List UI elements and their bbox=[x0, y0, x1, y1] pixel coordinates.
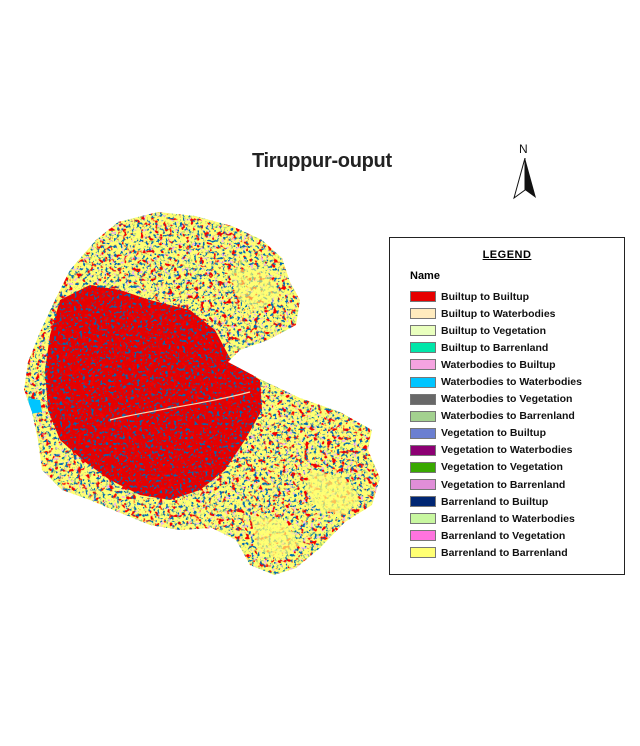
legend-label: Builtup to Vegetation bbox=[441, 324, 546, 337]
legend-swatch bbox=[410, 513, 436, 525]
legend-swatch bbox=[410, 496, 436, 508]
legend-label: Barrenland to Barrenland bbox=[441, 546, 568, 559]
legend-swatch bbox=[410, 410, 436, 422]
legend-label: Builtup to Barrenland bbox=[441, 341, 549, 354]
legend-title: LEGEND bbox=[482, 249, 532, 261]
legend-swatch bbox=[410, 530, 436, 542]
north-arrow: N bbox=[508, 142, 542, 202]
legend-label: Vegetation to Vegetation bbox=[441, 461, 563, 474]
legend-item: Vegetation to Builtup bbox=[410, 425, 582, 442]
legend-item: Builtup to Vegetation bbox=[410, 322, 582, 339]
legend-item: Builtup to Barrenland bbox=[410, 339, 582, 356]
legend-swatch bbox=[410, 547, 436, 559]
north-label: N bbox=[519, 142, 528, 156]
legend-swatch bbox=[410, 427, 436, 439]
legend-name-header: Name bbox=[410, 270, 440, 282]
legend-item: Vegetation to Vegetation bbox=[410, 459, 582, 476]
legend-swatch bbox=[410, 393, 436, 405]
legend-swatch bbox=[410, 461, 436, 473]
legend-box: LEGEND Name Builtup to Builtup Builtup to… bbox=[389, 237, 625, 575]
legend-label: Builtup to Waterbodies bbox=[441, 307, 556, 320]
legend-swatch bbox=[410, 325, 436, 337]
legend-swatch bbox=[410, 376, 436, 388]
legend-swatch bbox=[410, 479, 436, 491]
legend-label: Waterbodies to Vegetation bbox=[441, 393, 573, 406]
legend-item: Waterbodies to Waterbodies bbox=[410, 373, 582, 390]
legend-item: Waterbodies to Vegetation bbox=[410, 391, 582, 408]
legend-swatch bbox=[410, 359, 436, 371]
north-arrow-icon bbox=[513, 158, 536, 200]
legend-label: Builtup to Builtup bbox=[441, 290, 530, 303]
legend-label: Barrenland to Builtup bbox=[441, 495, 549, 508]
legend-label: Waterbodies to Builtup bbox=[441, 358, 556, 371]
legend-label: Barrenland to Vegetation bbox=[441, 529, 566, 542]
legend-label: Barrenland to Waterbodies bbox=[441, 512, 575, 525]
legend-swatch bbox=[410, 444, 436, 456]
legend-item: Builtup to Waterbodies bbox=[410, 305, 582, 322]
legend-item: Barrenland to Builtup bbox=[410, 493, 582, 510]
legend-item: Barrenland to Waterbodies bbox=[410, 510, 582, 527]
legend-swatch bbox=[410, 342, 436, 354]
legend-item: Waterbodies to Builtup bbox=[410, 356, 582, 373]
legend-label: Vegetation to Barrenland bbox=[441, 478, 566, 491]
legend-item: Vegetation to Barrenland bbox=[410, 476, 582, 493]
legend-item: Barrenland to Barrenland bbox=[410, 544, 582, 561]
legend-item: Builtup to Builtup bbox=[410, 288, 582, 305]
legend-swatch bbox=[410, 308, 436, 320]
legend-item: Barrenland to Vegetation bbox=[410, 527, 582, 544]
legend-item: Waterbodies to Barrenland bbox=[410, 408, 582, 425]
legend-swatch bbox=[410, 291, 436, 303]
legend-label: Waterbodies to Barrenland bbox=[441, 410, 575, 423]
map-title: Tiruppur-ouput bbox=[252, 150, 392, 172]
legend-list: Builtup to Builtup Builtup to Waterbodies… bbox=[410, 288, 582, 562]
legend-label: Vegetation to Waterbodies bbox=[441, 444, 573, 457]
legend-item: Vegetation to Waterbodies bbox=[410, 442, 582, 459]
legend-label: Waterbodies to Waterbodies bbox=[441, 376, 582, 389]
legend-label: Vegetation to Builtup bbox=[441, 427, 546, 440]
